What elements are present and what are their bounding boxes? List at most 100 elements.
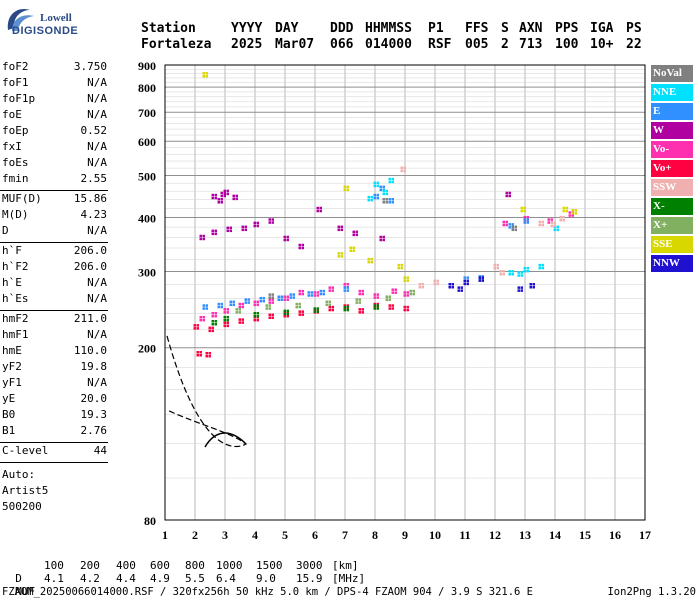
- point-NNW: [463, 282, 466, 286]
- point-W: [337, 225, 340, 229]
- param-value: 4.23: [80, 208, 108, 221]
- point-Vo-: [376, 293, 379, 296]
- separator: [0, 442, 108, 443]
- point-SSW: [421, 282, 424, 286]
- point-SSE: [346, 185, 349, 189]
- point-Vo-: [547, 218, 550, 221]
- point-W: [229, 226, 232, 230]
- param-key: yE: [2, 392, 16, 405]
- point-E: [259, 296, 262, 300]
- header-value-9: 100: [555, 37, 579, 52]
- point-W: [355, 230, 358, 234]
- point-E: [259, 299, 262, 303]
- point-Vo+: [358, 308, 361, 311]
- point-NNW: [478, 276, 481, 279]
- point-W: [226, 229, 229, 233]
- point-NNW: [460, 289, 463, 292]
- point-E: [523, 221, 526, 224]
- point-SSE: [337, 255, 340, 258]
- header-value-8: 713: [519, 37, 543, 52]
- point-W: [211, 193, 214, 197]
- point-NNE: [391, 177, 394, 181]
- point-Vo-: [361, 292, 364, 296]
- x-tick-label: 7: [342, 528, 348, 542]
- point-Vo+: [343, 304, 346, 307]
- point-NNE: [556, 225, 559, 229]
- param-key: B1: [2, 424, 16, 437]
- point-Vo+: [226, 321, 229, 325]
- header-label-7: S: [501, 21, 509, 36]
- point-W: [232, 197, 235, 201]
- x-tick-label: 9: [402, 528, 408, 542]
- point-E: [319, 292, 322, 296]
- point-E: [220, 305, 223, 309]
- param-key: foF1p: [2, 92, 36, 105]
- point-NoVal: [514, 228, 517, 232]
- param-key: B0: [2, 408, 16, 421]
- point-W: [355, 233, 358, 237]
- point-Vo-: [298, 289, 301, 293]
- param-value: N/A: [87, 76, 107, 89]
- point-Vo-: [376, 296, 379, 299]
- point-SSW: [496, 266, 499, 270]
- legend-item-NNE: NNE: [651, 84, 693, 101]
- point-SSW: [496, 263, 499, 267]
- param-value: N/A: [87, 224, 107, 237]
- point-X-: [223, 318, 226, 322]
- point-Vo+: [193, 324, 196, 327]
- point-W: [505, 191, 508, 195]
- point-Vo+: [196, 324, 199, 327]
- point-E: [280, 295, 283, 298]
- point-E: [292, 293, 295, 296]
- point-X+: [385, 295, 388, 298]
- point-Vo-: [568, 214, 571, 217]
- point-E: [244, 298, 247, 301]
- point-Vo-: [202, 315, 205, 319]
- point-Vo-: [271, 301, 274, 304]
- point-Vo-: [241, 302, 244, 306]
- point-E: [244, 301, 247, 304]
- point-NNE: [382, 192, 385, 196]
- legend-item-X+: X+: [651, 217, 693, 234]
- point-SSE: [346, 188, 349, 192]
- point-Vo+: [253, 318, 256, 322]
- point-SSW: [538, 220, 541, 224]
- point-Vo-: [391, 291, 394, 294]
- point-E: [388, 201, 391, 204]
- muf-value: 4.2: [80, 572, 100, 585]
- point-Vo+: [196, 354, 199, 357]
- point-NoVal: [268, 293, 271, 296]
- point-E: [391, 198, 394, 201]
- point-Vo-: [298, 292, 301, 296]
- point-W: [241, 228, 244, 232]
- header-label-8: AXN: [519, 21, 543, 36]
- point-SSW: [562, 215, 565, 219]
- point-W: [214, 229, 217, 233]
- point-Vo+: [376, 305, 379, 309]
- legend-item-NNW: NNW: [651, 255, 693, 272]
- point-W: [286, 238, 289, 242]
- point-NNW: [529, 282, 532, 286]
- point-W: [379, 235, 382, 239]
- point-Vo+: [328, 305, 331, 309]
- point-Vo+: [403, 305, 406, 309]
- logo-text-lowell: Lowell: [40, 12, 72, 24]
- point-Vo+: [211, 329, 214, 333]
- point-NNE: [511, 273, 514, 276]
- param-value: 206.0: [73, 244, 107, 257]
- point-Vo+: [391, 307, 394, 310]
- param-row: hmE 110.0: [2, 344, 107, 360]
- param-value: 3.750: [73, 60, 107, 73]
- point-Vo+: [208, 351, 211, 355]
- point-W: [268, 221, 271, 224]
- point-E: [343, 289, 346, 292]
- auto-text: 500200: [2, 500, 42, 513]
- point-W: [253, 221, 256, 225]
- point-E: [205, 307, 208, 310]
- point-E: [376, 193, 379, 197]
- point-W: [382, 235, 385, 239]
- point-X-: [256, 311, 259, 315]
- param-value: N/A: [87, 92, 107, 105]
- point-Vo+: [223, 324, 226, 328]
- point-W: [319, 206, 322, 210]
